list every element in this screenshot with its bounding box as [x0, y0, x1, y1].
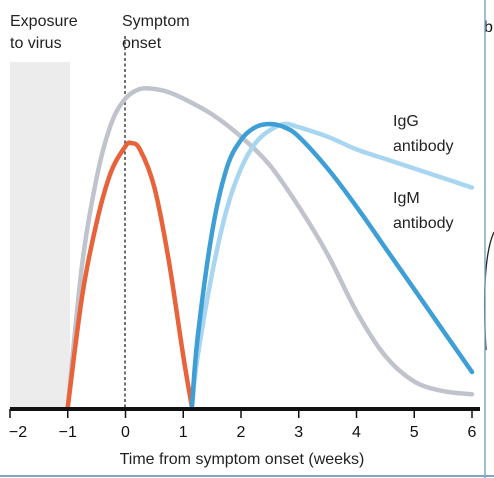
x-tick-label: 2	[237, 424, 246, 441]
x-tick-label: 1	[179, 424, 188, 441]
series-line-grey	[68, 88, 472, 407]
exposure-label-line-2: to virus	[10, 35, 62, 52]
exposure-label-line-1: Exposure	[10, 13, 78, 30]
onset-label-line-2: onset	[122, 35, 162, 52]
igg-label-line-2: antibody	[393, 138, 454, 155]
x-tick-label: 0	[121, 424, 130, 441]
exposure-period-shading	[10, 62, 70, 408]
x-tick-label: 5	[410, 424, 419, 441]
adjacent-panel-curve-fragment	[485, 232, 494, 350]
x-axis-title: Time from symptom onset (weeks)	[120, 451, 365, 468]
series-line-orange	[68, 143, 192, 407]
igm-label-line-1: IgM	[393, 190, 420, 207]
onset-label-line-1: Symptom	[122, 13, 190, 30]
x-tick-label: 6	[468, 424, 477, 441]
x-tick-label: 4	[352, 424, 361, 441]
x-tick-label: −1	[59, 424, 77, 441]
x-axis-ticks: −2 −1 0 1 2 3 4 5 6	[9, 409, 477, 441]
igm-label-line-2: antibody	[393, 215, 454, 232]
igg-label-line-1: IgG	[393, 113, 419, 130]
x-tick-label: −2	[9, 424, 27, 441]
series-layer	[68, 88, 472, 407]
x-tick-label: 3	[294, 424, 303, 441]
